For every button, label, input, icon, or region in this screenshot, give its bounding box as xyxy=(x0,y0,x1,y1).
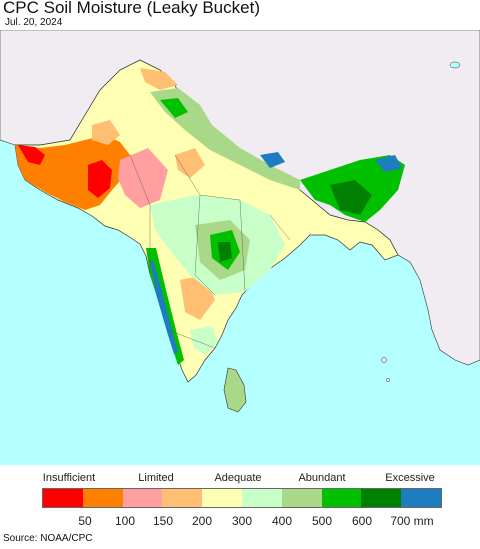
region-red-core xyxy=(88,160,112,198)
legend-category-abundant: Abundant xyxy=(298,472,346,484)
region-pink-rajasthan xyxy=(118,148,168,208)
legend: Insufficient Limited Adequate Abundant E… xyxy=(0,466,480,536)
source-credit: Source: NOAA/CPC xyxy=(3,533,93,544)
state-borders xyxy=(129,154,291,349)
legend-tick: 50 xyxy=(78,514,92,528)
sri-lanka xyxy=(223,367,247,413)
region-darkgreen-central xyxy=(218,242,232,262)
map-canvas xyxy=(0,30,480,465)
legend-tick: 300 xyxy=(231,514,253,528)
legend-tick: 500 xyxy=(311,514,333,528)
legend-swatch xyxy=(122,489,163,507)
legend-tick: 100 xyxy=(114,514,136,528)
legend-tick: 700 mm xyxy=(390,514,434,528)
legend-swatch xyxy=(401,489,441,507)
soil-moisture-map xyxy=(0,30,480,465)
region-blue-northeast-2 xyxy=(375,155,402,172)
legend-swatch xyxy=(82,489,123,507)
region-brightgreen-north xyxy=(160,98,188,118)
region-red-balochistan xyxy=(18,145,45,165)
legend-color-bar xyxy=(42,488,442,508)
map-title: CPC Soil Moisture (Leaky Bucket) xyxy=(3,0,260,17)
legend-category-adequate: Adequate xyxy=(214,472,262,484)
andaman-islands xyxy=(381,357,387,363)
region-lightorange-2 xyxy=(175,148,205,178)
region-lightorange-1 xyxy=(92,120,120,145)
legend-tick: 400 xyxy=(271,514,293,528)
legend-swatch xyxy=(43,489,83,507)
region-blue-westcoast xyxy=(150,260,178,354)
legend-tick: 200 xyxy=(191,514,213,528)
map-date: Jul. 20, 2024 xyxy=(5,17,63,28)
nicobar-islands xyxy=(385,377,391,383)
legend-swatch xyxy=(321,489,362,507)
legend-tick: 600 xyxy=(351,514,373,528)
lake xyxy=(449,61,461,69)
legend-tick: 150 xyxy=(152,514,174,528)
region-darkgreen-northeast xyxy=(330,180,372,215)
legend-category-insufficient: Insufficient xyxy=(42,472,96,484)
region-lightgreen-south xyxy=(190,326,218,355)
legend-swatch xyxy=(202,489,242,507)
region-lightorange-north xyxy=(140,68,178,90)
legend-swatch xyxy=(281,489,322,507)
legend-category-limited: Limited xyxy=(138,472,174,484)
legend-swatch xyxy=(162,489,203,507)
legend-swatch xyxy=(241,489,282,507)
legend-swatch xyxy=(361,489,402,507)
legend-category-excessive: Excessive xyxy=(385,472,435,484)
region-blue-northeast xyxy=(260,152,285,168)
region-green-himalaya xyxy=(150,88,300,190)
